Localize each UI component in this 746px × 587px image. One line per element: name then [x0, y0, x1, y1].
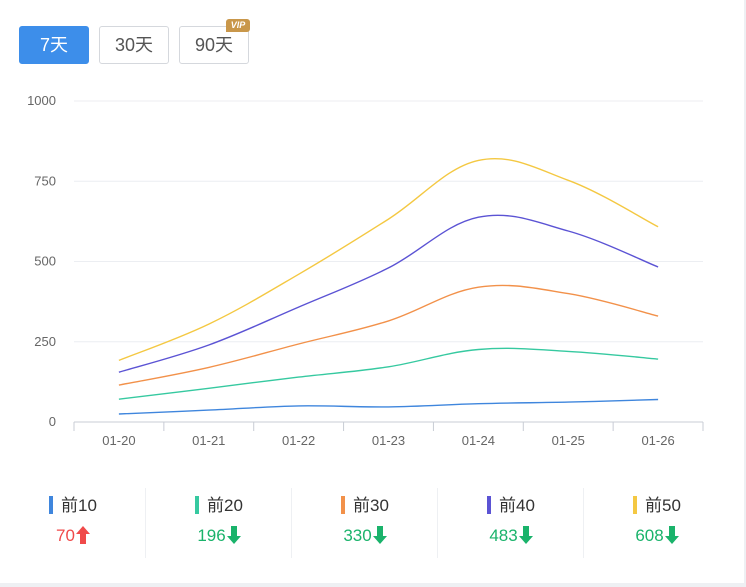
y-tick-label: 250 [34, 334, 56, 349]
tab-7-days[interactable]: 7天 [19, 26, 89, 64]
arrow-up-icon [75, 526, 90, 544]
series-line-4 [118, 214, 659, 373]
y-tick-label: 500 [34, 254, 56, 269]
x-tick-label: 01-21 [192, 433, 225, 448]
x-tick-label: 01-22 [282, 433, 315, 448]
grid-lines [74, 100, 703, 343]
arrow-down-icon [372, 526, 387, 544]
stat-top50: 前50 608 [584, 486, 730, 560]
legend-swatch [487, 496, 492, 514]
tab-30-days[interactable]: 30天 [99, 26, 169, 64]
stat-top30: 前30 330 [292, 486, 438, 560]
stat-value: 70 [56, 526, 75, 545]
vip-badge: VIP [226, 19, 250, 32]
x-axis: 01-20 01-21 01-22 01-23 01-24 01-25 01-26 [73, 421, 704, 448]
x-tick-label: 01-26 [641, 433, 674, 448]
arrow-down-icon [518, 526, 533, 544]
stat-value: 608 [635, 526, 664, 545]
stat-value: 330 [343, 526, 372, 545]
y-tick-label: 750 [34, 173, 56, 188]
series-line-3 [118, 284, 659, 386]
tab-30-days-label: 30天 [114, 35, 154, 55]
arrow-down-icon [226, 526, 241, 544]
x-tick-label: 01-24 [462, 433, 495, 448]
series-line-5 [118, 157, 659, 362]
legend-swatch [341, 496, 346, 514]
series-lines [118, 157, 659, 415]
y-axis-ticks: 1000 750 500 250 0 [27, 93, 56, 429]
stat-value: 196 [197, 526, 226, 545]
stat-label: 前20 [207, 496, 243, 515]
stat-value: 483 [489, 526, 518, 545]
legend-swatch [195, 496, 200, 514]
arrow-down-icon [664, 526, 679, 544]
x-tick-label: 01-20 [102, 433, 135, 448]
x-tick-label: 01-23 [372, 433, 405, 448]
tab-7-days-label: 7天 [39, 35, 68, 55]
series-line-2 [118, 347, 659, 400]
line-chart: 1000 750 500 250 0 01-20 01-21 01-22 01-23 01-24… [27, 93, 704, 448]
tab-90-days-label: 90天 [194, 35, 234, 55]
stat-label: 前40 [499, 496, 535, 515]
legend-swatch [49, 496, 54, 514]
stat-label: 前10 [61, 496, 97, 515]
series-line-1 [118, 398, 659, 415]
legend-swatch [633, 496, 638, 514]
stat-top20: 前20 196 [146, 486, 292, 560]
x-tick-label: 01-25 [552, 433, 585, 448]
stat-top40: 前40 483 [438, 486, 584, 560]
y-tick-label: 1000 [27, 93, 56, 108]
stat-label: 前30 [353, 496, 389, 515]
tab-90-days[interactable]: 90天 VIP [179, 19, 250, 64]
stats-row: 前10 70 前20 196 前30 330 前40 483 前50 608 [0, 486, 742, 560]
stat-label: 前50 [645, 496, 681, 515]
y-tick-label: 0 [49, 414, 56, 429]
stat-top10: 前10 70 [0, 486, 146, 560]
